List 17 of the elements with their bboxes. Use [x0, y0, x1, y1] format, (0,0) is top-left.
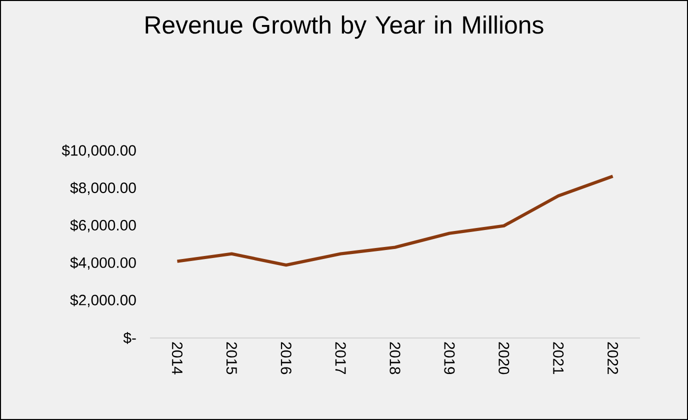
y-tick-label: $4,000.00: [70, 256, 136, 270]
y-tick-label: $6,000.00: [70, 219, 136, 232]
y-tick-label: $8,000.00: [70, 182, 136, 195]
y-tick-label: $-: [123, 332, 136, 344]
x-tick-label: 2015: [226, 342, 237, 374]
y-tick-label: $10,000.00: [62, 144, 136, 158]
x-tick-label: 2018: [390, 342, 400, 374]
x-tick-label: 2016: [280, 342, 292, 374]
line-series: [176, 174, 614, 267]
x-tick-label: 2014: [172, 342, 183, 374]
x-tick-label: 2019: [444, 342, 455, 374]
x-tick-label: 2021: [553, 342, 564, 374]
chart-title: Revenue Growth by Year in Millions: [146, 16, 544, 39]
y-tick-label: $2,000.00: [70, 294, 136, 308]
x-tick-label: 2020: [498, 342, 510, 374]
x-tick-label: 2022: [607, 342, 618, 374]
x-tick-label: 2017: [335, 342, 346, 374]
